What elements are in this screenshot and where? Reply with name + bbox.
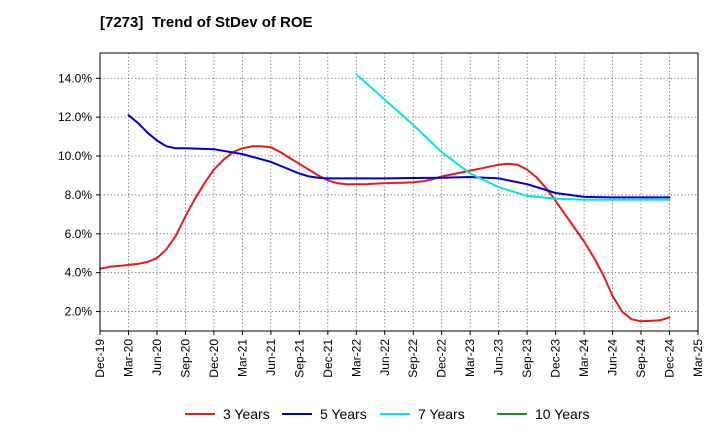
x-tick-label: Mar-23 [463,339,477,377]
series-line-3-years [99,145,671,323]
x-tick-label: Sep-24 [634,339,648,378]
y-tick-label: 12.0% [58,110,92,124]
y-tick-label: 4.0% [65,266,93,280]
x-tick-label: Dec-21 [321,339,335,378]
x-tick-label: Sep-20 [178,339,192,378]
x-tick-label: Dec-20 [207,339,221,378]
x-tick-label: Jun-21 [264,339,278,376]
x-tick-label: Jun-23 [492,339,506,376]
x-tick-label: Mar-24 [577,339,591,377]
x-tick-label: Jun-20 [150,339,164,376]
y-tick-label: 8.0% [65,188,93,202]
y-tick-label: 2.0% [65,305,93,319]
plot-frame [99,52,699,332]
x-tick-label: Jun-22 [378,339,392,376]
x-tick-label: Mar-20 [121,339,135,377]
y-tick-label: 10.0% [58,149,92,163]
y-tick-label: 14.0% [58,71,92,85]
x-tick-label: Mar-25 [691,339,705,377]
x-tick-label: Dec-19 [93,339,107,378]
plot-area [100,53,698,331]
x-axis: Dec-19 Mar-20 Jun-20 Sep-20 Dec-20 Mar-21 Jun-… [93,331,705,378]
legend-label-3-years: 3 Years [223,406,270,422]
series-line-7-years [355,73,671,201]
legend-label-10-years: 10 Years [535,406,590,422]
legend-label-7-years: 7 Years [418,406,465,422]
x-tick-label: Jun-24 [606,339,620,376]
x-tick-label: Sep-23 [520,339,534,378]
x-tick-label: Mar-21 [235,339,249,377]
series-line-5-years [127,114,671,199]
x-tick-label: Sep-21 [292,339,306,378]
x-tick-label: Dec-24 [663,339,677,378]
x-tick-label: Mar-22 [349,339,363,377]
series-lines [99,73,671,323]
chart-title: [7273] Trend of StDev of ROE [100,14,313,31]
legend: 3 Years 5 Years 7 Years 10 Years [185,406,590,422]
x-tick-label: Dec-22 [435,339,449,378]
legend-label-5-years: 5 Years [320,406,367,422]
grid-lines [100,53,698,331]
y-tick-label: 6.0% [65,227,93,241]
x-tick-label: Dec-23 [549,339,563,378]
y-axis: 2.0% 4.0% 6.0% 8.0% 10.0% 12.0% 14.0% [58,71,100,319]
x-tick-label: Sep-22 [406,339,420,378]
